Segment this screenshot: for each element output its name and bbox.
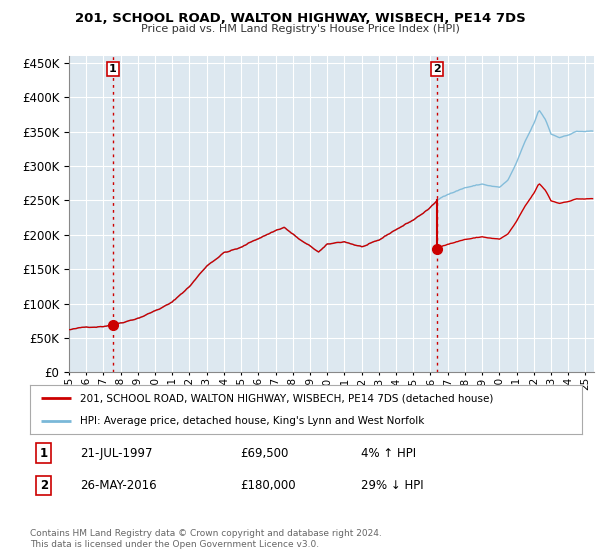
Text: 4% ↑ HPI: 4% ↑ HPI: [361, 446, 416, 460]
Text: £180,000: £180,000: [240, 479, 295, 492]
Text: 2: 2: [433, 64, 441, 74]
Text: 2: 2: [40, 479, 48, 492]
Text: £69,500: £69,500: [240, 446, 288, 460]
Text: Contains HM Land Registry data © Crown copyright and database right 2024.
This d: Contains HM Land Registry data © Crown c…: [30, 529, 382, 549]
Text: 1: 1: [109, 64, 117, 74]
Text: 21-JUL-1997: 21-JUL-1997: [80, 446, 152, 460]
Text: 201, SCHOOL ROAD, WALTON HIGHWAY, WISBECH, PE14 7DS (detached house): 201, SCHOOL ROAD, WALTON HIGHWAY, WISBEC…: [80, 393, 493, 403]
Text: HPI: Average price, detached house, King's Lynn and West Norfolk: HPI: Average price, detached house, King…: [80, 416, 424, 426]
Text: 1: 1: [40, 446, 48, 460]
Text: Price paid vs. HM Land Registry's House Price Index (HPI): Price paid vs. HM Land Registry's House …: [140, 24, 460, 34]
Text: 201, SCHOOL ROAD, WALTON HIGHWAY, WISBECH, PE14 7DS: 201, SCHOOL ROAD, WALTON HIGHWAY, WISBEC…: [74, 12, 526, 25]
Text: 26-MAY-2016: 26-MAY-2016: [80, 479, 157, 492]
Text: 29% ↓ HPI: 29% ↓ HPI: [361, 479, 424, 492]
